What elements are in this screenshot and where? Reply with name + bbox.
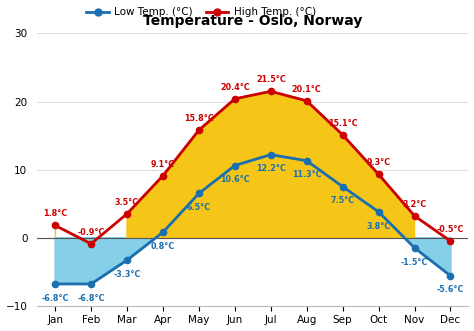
Text: 9.1°C: 9.1°C [151, 160, 175, 169]
Text: 15.1°C: 15.1°C [328, 119, 357, 128]
Text: -0.5°C: -0.5°C [437, 225, 464, 234]
Legend: Low Temp. (°C), High Temp. (°C): Low Temp. (°C), High Temp. (°C) [82, 3, 320, 22]
Text: 11.3°C: 11.3°C [292, 170, 321, 179]
Text: 12.2°C: 12.2°C [256, 165, 286, 173]
Text: 15.8°C: 15.8°C [184, 114, 214, 123]
Text: -1.5°C: -1.5°C [401, 258, 428, 266]
Text: 20.4°C: 20.4°C [220, 83, 250, 92]
Text: -6.8°C: -6.8°C [41, 294, 69, 303]
Text: 20.1°C: 20.1°C [292, 85, 321, 94]
Text: 10.6°C: 10.6°C [220, 175, 250, 184]
Text: 3.8°C: 3.8°C [366, 221, 391, 230]
Text: 21.5°C: 21.5°C [256, 75, 286, 84]
Text: -0.9°C: -0.9°C [77, 228, 105, 237]
Text: 6.5°C: 6.5°C [187, 203, 211, 212]
Text: 9.3°C: 9.3°C [366, 159, 391, 167]
Text: -6.8°C: -6.8°C [77, 294, 105, 303]
Text: 3.2°C: 3.2°C [402, 200, 427, 209]
Text: -5.6°C: -5.6°C [437, 286, 464, 295]
Text: 7.5°C: 7.5°C [330, 196, 355, 205]
Text: 0.8°C: 0.8°C [151, 242, 175, 251]
Title: Temperature - Oslo, Norway: Temperature - Oslo, Norway [143, 14, 363, 28]
Text: 1.8°C: 1.8°C [43, 210, 67, 218]
Text: 3.5°C: 3.5°C [115, 198, 139, 207]
Text: -3.3°C: -3.3°C [113, 270, 141, 279]
